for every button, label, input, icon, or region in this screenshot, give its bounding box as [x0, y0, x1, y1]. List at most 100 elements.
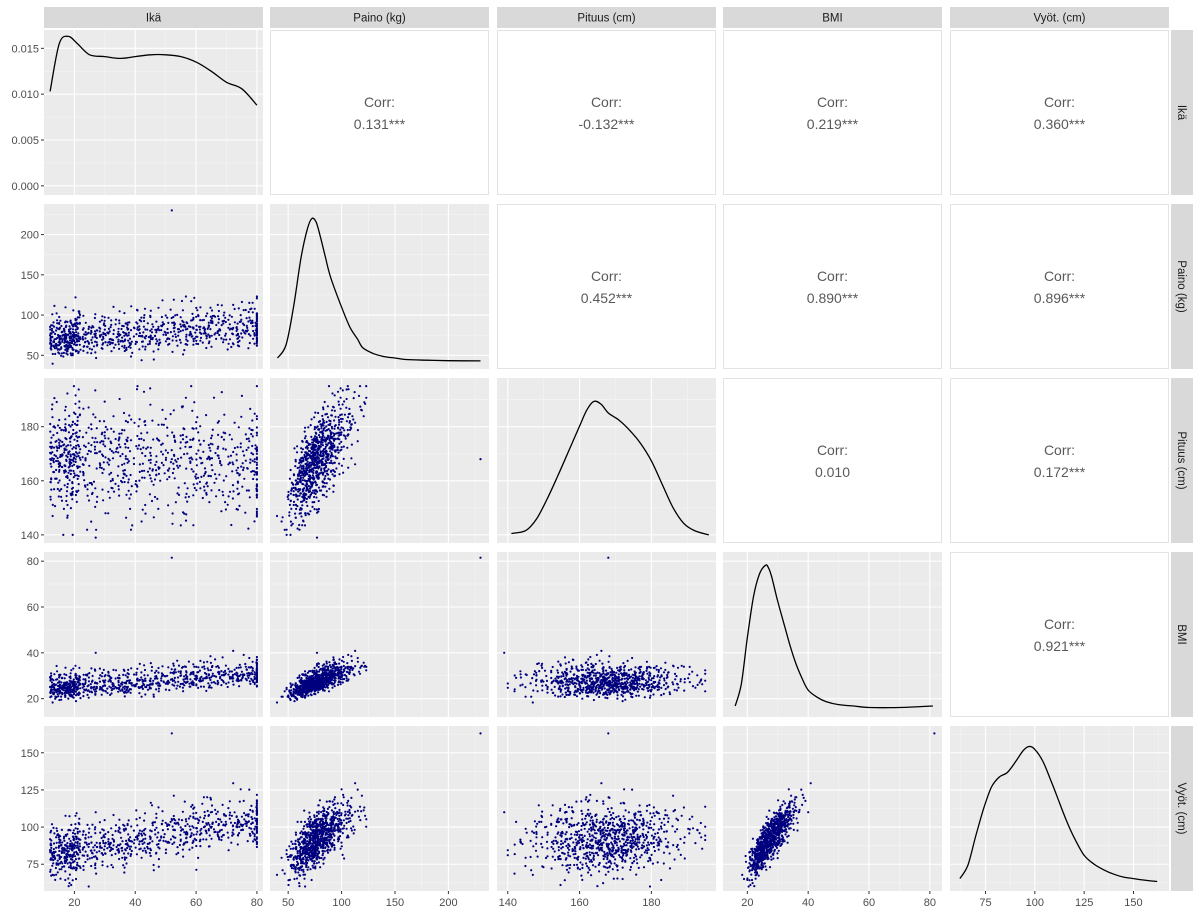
- data-point: [190, 333, 193, 336]
- data-point: [224, 669, 227, 673]
- data-point: [324, 429, 327, 432]
- data-point: [565, 693, 568, 697]
- data-point: [532, 673, 536, 676]
- data-point: [177, 486, 180, 489]
- data-point: [123, 429, 126, 432]
- data-point: [169, 461, 172, 464]
- data-point: [589, 655, 592, 659]
- data-point: [108, 459, 111, 462]
- data-point: [103, 420, 106, 423]
- data-point: [82, 338, 85, 341]
- data-point: [255, 507, 258, 511]
- data-point: [76, 416, 79, 419]
- data-point: [81, 335, 84, 338]
- data-point: [255, 680, 258, 683]
- data-point: [156, 340, 159, 343]
- data-point: [319, 679, 322, 683]
- data-point: [349, 428, 352, 431]
- data-point: [220, 337, 223, 340]
- data-point: [626, 677, 629, 680]
- data-point: [112, 305, 115, 308]
- data-point: [82, 695, 85, 698]
- data-point: [49, 696, 52, 699]
- data-point: [180, 299, 184, 303]
- data-point: [95, 427, 98, 430]
- data-point: [49, 422, 52, 426]
- data-point: [196, 416, 199, 419]
- data-point: [306, 671, 309, 674]
- data-point: [74, 474, 77, 477]
- data-point: [287, 694, 290, 697]
- data-point: [159, 341, 162, 344]
- data-point: [301, 448, 304, 451]
- data-point: [331, 672, 334, 675]
- data-point: [322, 481, 325, 484]
- data-point: [338, 473, 341, 476]
- data-point: [236, 337, 240, 340]
- data-point: [570, 665, 573, 668]
- data-point: [565, 686, 568, 689]
- data-point: [62, 689, 65, 692]
- data-point: [129, 473, 132, 477]
- data-point: [123, 346, 126, 349]
- data-point: [69, 469, 73, 472]
- data-point: [281, 695, 284, 698]
- data-point: [307, 681, 311, 684]
- data-point: [157, 348, 160, 351]
- data-point: [330, 437, 333, 440]
- data-point: [228, 323, 231, 326]
- data-point: [299, 477, 302, 480]
- data-point: [674, 678, 677, 681]
- data-point: [207, 333, 210, 336]
- data-point: [568, 693, 571, 696]
- corr-label: Corr:: [1044, 268, 1075, 284]
- data-point: [53, 686, 56, 689]
- data-point: [74, 686, 77, 689]
- data-point: [133, 327, 136, 330]
- data-point: [315, 536, 319, 539]
- data-point: [345, 388, 348, 391]
- data-point: [298, 512, 301, 515]
- data-point: [192, 470, 195, 473]
- data-point: [103, 319, 106, 322]
- data-point: [310, 452, 313, 455]
- data-point: [129, 355, 133, 358]
- data-point: [53, 673, 56, 676]
- data-point: [330, 452, 333, 455]
- data-point: [151, 419, 154, 422]
- data-point: [688, 681, 691, 684]
- data-point: [289, 468, 292, 472]
- data-point: [193, 401, 196, 404]
- data-point: [195, 342, 198, 345]
- data-point: [322, 452, 325, 455]
- data-point: [211, 672, 214, 675]
- data-point: [94, 487, 97, 490]
- data-point: [61, 340, 64, 343]
- data-point: [287, 494, 290, 497]
- data-point: [209, 678, 212, 682]
- data-point: [109, 326, 112, 329]
- data-point: [216, 447, 219, 450]
- data-point: [184, 519, 188, 522]
- data-point: [58, 441, 61, 444]
- data-point: [197, 476, 200, 479]
- data-point: [204, 677, 207, 680]
- data-point: [71, 432, 75, 436]
- data-point: [324, 445, 327, 448]
- data-point: [201, 341, 204, 344]
- data-point: [324, 485, 327, 488]
- data-point: [173, 668, 176, 672]
- data-point: [100, 433, 103, 436]
- data-point: [72, 411, 76, 414]
- data-point: [103, 316, 106, 319]
- data-point: [118, 432, 121, 435]
- data-point: [104, 437, 107, 440]
- data-point: [135, 673, 138, 676]
- data-point: [232, 463, 235, 466]
- data-point: [323, 668, 326, 672]
- data-point: [178, 464, 181, 467]
- data-point: [76, 419, 79, 422]
- data-point: [349, 426, 352, 429]
- data-point: [49, 341, 52, 344]
- data-point: [90, 329, 93, 332]
